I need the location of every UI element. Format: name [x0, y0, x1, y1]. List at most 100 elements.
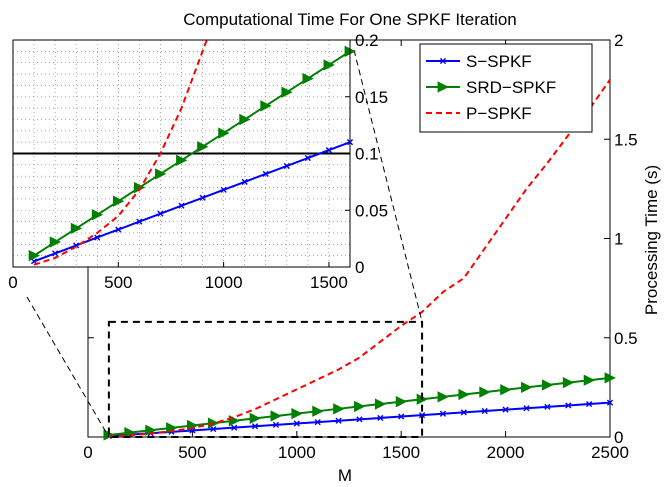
inset-series-0-point-11	[262, 170, 269, 178]
inset-series-0-point-4	[115, 226, 122, 233]
legend: S−SPKF SRD−SPKF P−SPKF	[419, 43, 593, 133]
main-series-0-point-17	[460, 409, 467, 416]
main-series-1-point-13	[374, 398, 387, 410]
legend-label-1: SRD−SPKF	[466, 78, 556, 97]
inset-series-1-point-7	[176, 154, 188, 166]
inset-series-1-point-4	[112, 195, 125, 207]
main-series-1-point-20	[521, 381, 533, 394]
inset-series-0-point-10	[241, 178, 248, 185]
x-axis-label: M	[338, 466, 352, 485]
inset-series-1-point-12	[281, 86, 293, 98]
inset-series-0-point-0	[30, 258, 38, 265]
main-series-1-point-24	[604, 372, 616, 384]
main-y-tick-label-1: 0.5	[614, 329, 638, 348]
main-series-1-point-9	[291, 407, 303, 420]
inset-series-0-point-3	[94, 234, 101, 241]
main-y-tick-label-2: 1	[614, 230, 623, 249]
main-series-1-point-23	[583, 374, 596, 386]
legend-marker-1	[437, 81, 449, 93]
main-series-1-point-21	[541, 379, 554, 391]
y-axis-label: Processing Time (s)	[642, 165, 661, 315]
inset-x-tick-label-0: 0	[8, 273, 17, 292]
inset-series-1-point-2	[70, 222, 83, 235]
inset-series-1-line	[33, 50, 350, 257]
inset-series-2-line	[33, 40, 208, 266]
main-series-0-point-11	[335, 417, 342, 424]
inset-series-1-point-9	[218, 127, 230, 139]
main-series-1-point-22	[562, 376, 575, 389]
inset-series-1-point-1	[49, 236, 62, 248]
inset-series-0-point-6	[157, 210, 164, 217]
main-series-0-point-10	[314, 419, 321, 426]
inset-y-tick-label-0: 0	[355, 258, 364, 277]
main-series-0-point-23	[586, 400, 593, 408]
main-y-tick-label-3: 1.5	[614, 130, 638, 149]
inset-series-1-point-6	[155, 168, 167, 180]
inset-x-tick-label-2: 1000	[205, 273, 243, 292]
inset-plot: 0 500 1000 1500 0 0.05 0.1 0.15 0.2	[8, 31, 388, 292]
main-series-0-point-8	[272, 421, 280, 428]
main-series-1-point-8	[270, 410, 282, 422]
inset-y-tick-label-2: 0.1	[355, 145, 379, 164]
inset-series-0-point-13	[304, 154, 311, 162]
main-x-tick-label-5: 2500	[591, 443, 629, 462]
main-series-0-point-18	[481, 407, 488, 415]
inset-series-1-point-3	[91, 209, 104, 221]
inset-y-tick-label-3: 0.15	[355, 88, 388, 107]
main-x-tick-label-1: 500	[178, 443, 206, 462]
main-series-0-point-14	[398, 413, 405, 420]
main-series-1-point-17	[458, 388, 470, 401]
inset-series-1-point-14	[323, 59, 335, 71]
main-x-tick-label-0: 0	[83, 443, 92, 462]
main-series-0-point-9	[293, 420, 300, 427]
main-series-1-point-11	[333, 403, 345, 415]
inset-x-tick-label-3: 1500	[310, 273, 348, 292]
main-series-1-point-18	[479, 386, 491, 398]
main-series-0-point-22	[565, 402, 572, 409]
chart-title: Computational Time For One SPKF Iteratio…	[183, 10, 517, 29]
legend-label-2: P−SPKF	[466, 104, 532, 123]
main-x-tick-label-3: 1500	[382, 443, 420, 462]
legend-marker-0	[439, 57, 447, 65]
inset-series-1-point-10	[239, 113, 251, 126]
main-y-tick-label-0: 0	[614, 428, 623, 447]
main-series-0-point-20	[523, 405, 530, 412]
main-series-0-point-12	[356, 416, 363, 423]
main-series-1-point-19	[500, 384, 512, 396]
zoom-box	[107, 320, 424, 438]
inset-x-tick-label-1: 500	[104, 273, 132, 292]
main-series-0-point-13	[377, 414, 384, 422]
main-series-1-point-16	[437, 391, 449, 403]
main-series-0-point-16	[439, 410, 447, 417]
zoom-connectors	[26, 49, 423, 438]
inset-series-1-point-8	[197, 141, 209, 153]
inset-series-1-point-13	[302, 72, 314, 85]
main-series-0-point-15	[418, 412, 426, 419]
zoom-connector-right	[353, 49, 423, 322]
inset-series-1-point-0	[28, 250, 40, 262]
main-series-2-line	[108, 79, 611, 438]
main-series-0-point-5	[210, 425, 217, 433]
inset-series-0-point-9	[220, 186, 227, 193]
main-series-1-point-12	[354, 400, 366, 413]
inset-series-0-point-7	[178, 202, 185, 209]
inset-series-0-point-8	[199, 194, 206, 201]
zoom-connector-left	[26, 296, 110, 438]
inset-y-tick-label-4: 0.2	[355, 31, 379, 50]
inset-series-0-point-14	[325, 146, 333, 154]
inset-series-1-point-11	[260, 100, 272, 112]
main-series-1-point-7	[249, 412, 261, 424]
main-series-0-point-7	[251, 423, 259, 430]
main-series-0-point-24	[606, 399, 614, 406]
main-series-0-point-19	[502, 406, 509, 413]
inset-series-0-point-1	[52, 250, 59, 257]
main-series-1-point-14	[395, 396, 408, 408]
inset-series-0-point-12	[283, 162, 290, 170]
inset-series-0-line	[33, 141, 350, 263]
legend-label-0: S−SPKF	[466, 52, 532, 71]
main-x-tick-label-2: 1000	[278, 443, 316, 462]
main-series-1-point-10	[312, 405, 324, 417]
main-series-0-point-6	[231, 424, 238, 431]
main-x-tick-label-4: 2000	[487, 443, 525, 462]
